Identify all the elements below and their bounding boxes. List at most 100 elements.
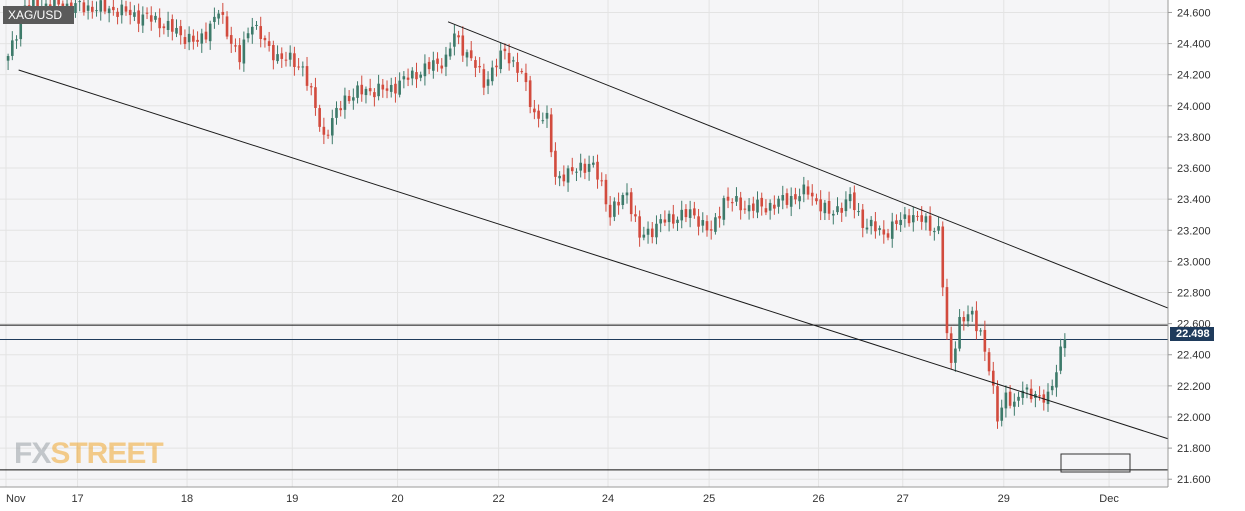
candle [853, 185, 856, 219]
candle-body [141, 14, 145, 26]
candle [1013, 393, 1016, 416]
candle-body [933, 231, 936, 233]
candle-body [613, 201, 616, 217]
candle [991, 361, 995, 394]
candle-body [339, 108, 343, 111]
candle [954, 341, 957, 372]
candle [196, 31, 199, 47]
candle [667, 210, 671, 232]
candle-body [958, 316, 961, 349]
candle-body [440, 65, 444, 69]
candle [726, 187, 730, 209]
candle-body [865, 227, 869, 230]
candle [1004, 385, 1008, 418]
candle-body [406, 77, 410, 80]
candle-body [263, 37, 267, 41]
y-tick-label: 24.600 [1177, 7, 1211, 19]
candle-body [486, 79, 490, 86]
candle-body [667, 213, 671, 223]
candle [537, 104, 540, 128]
candle-body [831, 213, 835, 216]
candle [1063, 333, 1067, 357]
candle [819, 190, 822, 221]
candle [781, 185, 785, 210]
candle [305, 56, 309, 91]
candle [760, 192, 764, 216]
candle-body [19, 17, 23, 40]
candle-body [95, 10, 98, 12]
candle-body [343, 95, 347, 110]
candle [895, 214, 898, 231]
candle-body [701, 220, 705, 226]
candle-body [676, 219, 679, 224]
candle [343, 87, 347, 119]
candle-body [246, 33, 250, 39]
candle-body [874, 221, 877, 232]
candle [503, 43, 507, 60]
candle [86, 0, 90, 20]
candle [810, 184, 814, 206]
candle [533, 99, 536, 120]
candle [865, 218, 869, 234]
candle-body [410, 70, 414, 79]
candle [827, 191, 831, 220]
y-tick-label: 24.000 [1177, 101, 1211, 113]
candle-body [1013, 401, 1016, 407]
candle [1000, 399, 1004, 427]
candle [1008, 385, 1012, 409]
candle [840, 202, 844, 222]
candle-body [74, 3, 77, 13]
x-tick-label: 27 [897, 493, 909, 505]
candle-body [221, 11, 225, 15]
candle [276, 45, 279, 64]
candle [798, 188, 801, 210]
candle [440, 58, 444, 74]
candle-body [364, 88, 368, 96]
candle [398, 72, 401, 98]
trendlines[interactable] [18, 21, 1169, 440]
candle [137, 3, 140, 33]
range-selector[interactable] [1060, 453, 1131, 473]
candle-body [730, 202, 734, 204]
candle-body [381, 84, 385, 90]
candle [714, 212, 717, 235]
candle [697, 208, 700, 236]
candle-body [596, 161, 599, 180]
y-tick-label: 21.800 [1177, 443, 1211, 455]
candle-body [777, 198, 780, 207]
candle-body [528, 80, 532, 107]
candle [684, 204, 688, 223]
candle-body [250, 26, 254, 35]
candle [444, 46, 448, 77]
candle [962, 311, 966, 331]
candle [541, 112, 545, 124]
candle [427, 57, 431, 75]
candle [735, 187, 738, 206]
candle [297, 58, 300, 71]
candle-body [924, 216, 928, 223]
candle-body [1021, 390, 1025, 398]
candle [600, 172, 604, 187]
candle [448, 42, 452, 60]
candle-body [1017, 396, 1020, 401]
candle [360, 75, 364, 102]
candle-body [789, 195, 793, 207]
candle [457, 30, 460, 45]
candle-body [857, 211, 860, 213]
candle-body [827, 200, 831, 214]
candle-body [149, 15, 153, 22]
candle-body [448, 48, 452, 57]
candle-body [895, 220, 898, 224]
candle [482, 63, 486, 96]
y-tick-label: 24.200 [1177, 70, 1211, 82]
candle-body [650, 228, 654, 238]
x-tick-label: 19 [286, 493, 298, 505]
candle [916, 211, 919, 221]
y-tick-label: 24.400 [1177, 39, 1211, 51]
candle [823, 199, 827, 221]
candle-body [461, 35, 465, 56]
candle-body [288, 52, 292, 60]
candle-body [945, 287, 949, 334]
candle-body [861, 209, 865, 228]
